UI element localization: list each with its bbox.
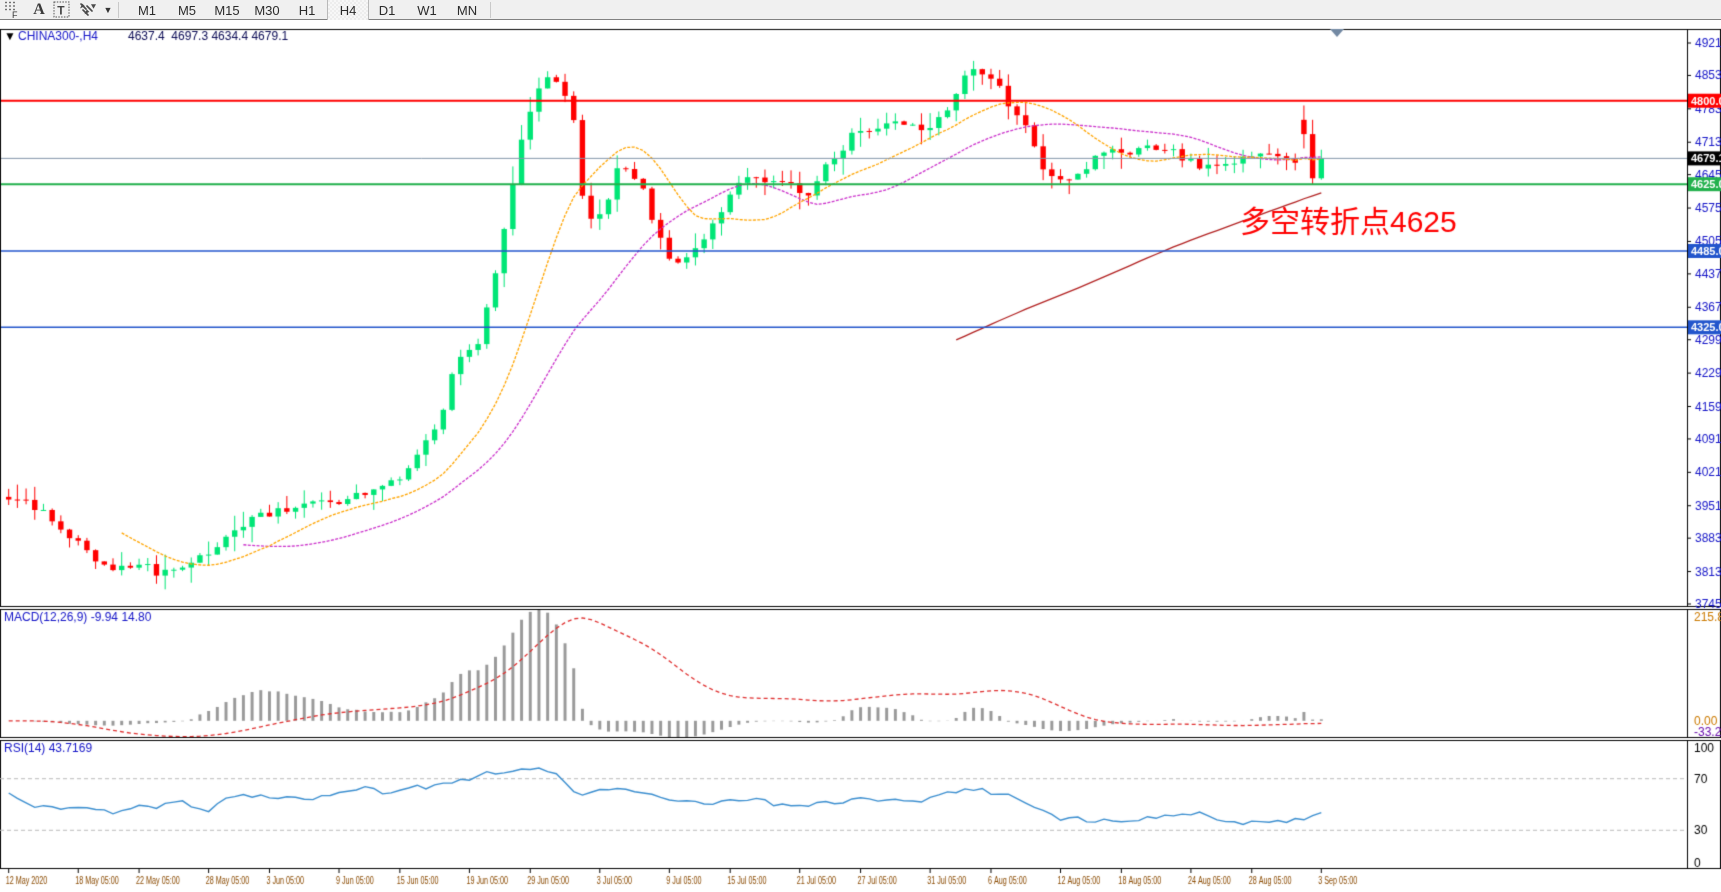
svg-text:T: T — [57, 4, 65, 18]
svg-text:F: F — [12, 10, 18, 20]
